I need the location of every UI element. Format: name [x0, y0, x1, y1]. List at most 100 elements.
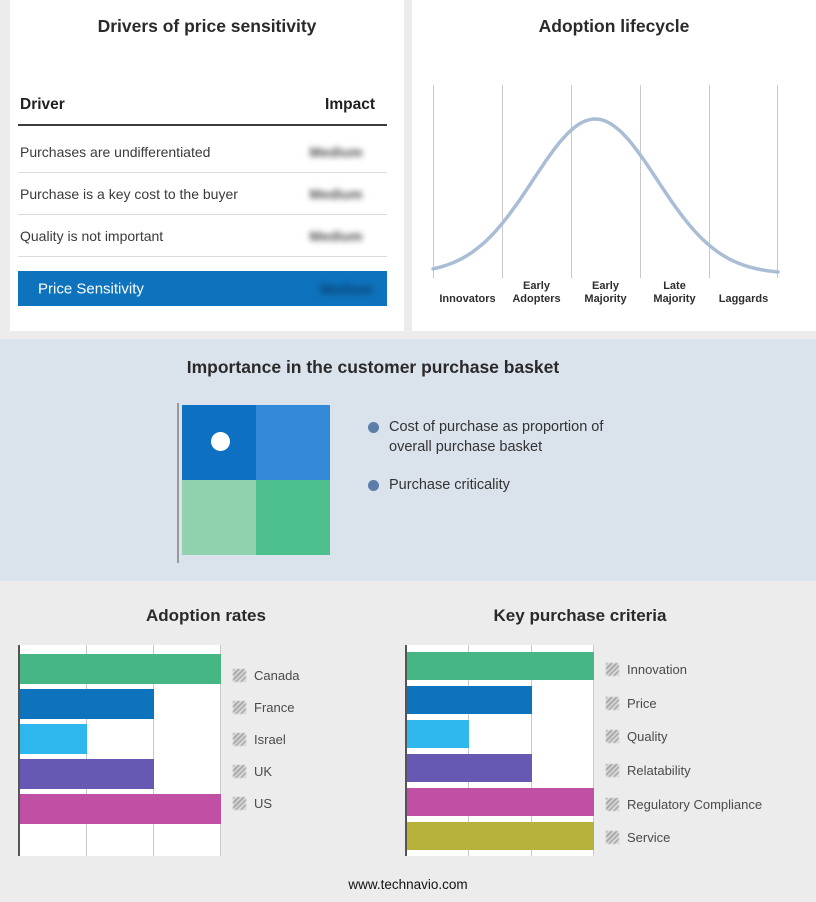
legend-label: Canada	[254, 667, 300, 683]
bar-regulatory-compliance	[407, 788, 594, 816]
basket-title: Importance in the customer purchase bask…	[186, 357, 560, 377]
lifecycle-gridline	[640, 85, 641, 278]
quadrant-cell-top-right	[256, 405, 330, 480]
lifecycle-category-labels: Innovators Early Adopters Early Majority La…	[433, 276, 778, 306]
lifecycle-category-label: Early Adopters	[512, 280, 561, 305]
driver-row: Quality is not important Medium	[18, 215, 387, 257]
bell-curve	[431, 117, 780, 274]
bar-canada	[20, 654, 221, 684]
legend-marker-icon	[233, 700, 246, 714]
driver-rows: Purchases are undifferentiated Medium Purc…	[18, 131, 387, 257]
bullet-dot-icon	[368, 422, 379, 433]
footer-url: www.technavio.com	[348, 877, 468, 892]
legend-marker-icon	[233, 764, 246, 778]
basket-bullet-list: Cost of purchase as proportion of overal…	[368, 417, 641, 513]
quadrant-axis-line	[177, 403, 179, 563]
lifecycle-title: Adoption lifecycle	[538, 16, 690, 36]
gridline	[593, 645, 594, 856]
bullet-item: Purchase criticality	[368, 475, 641, 495]
lifecycle-gridline	[571, 85, 572, 278]
legend-marker-icon	[606, 831, 619, 845]
lifecycle-category-label: Early Majority	[584, 280, 627, 305]
gridline	[531, 645, 532, 856]
legend-marker-icon	[606, 797, 619, 811]
table-header-row: Driver Impact	[18, 96, 387, 120]
adoption-rates-legend: Canada France Israel UK US	[233, 659, 300, 819]
legend-item: France	[233, 691, 300, 723]
legend-label: US	[254, 795, 273, 811]
bullet-item: Cost of purchase as proportion of overal…	[368, 417, 641, 457]
bullet-text: Cost of purchase as proportion of overal…	[389, 419, 604, 455]
bar-uk	[20, 759, 154, 789]
legend-label: UK	[254, 763, 273, 779]
legend-marker-icon	[233, 668, 246, 682]
lifecycle-category-label: Innovators	[439, 293, 496, 305]
lifecycle-category-label: Laggards	[718, 293, 769, 305]
adoption-rates-title: Adoption rates	[146, 606, 266, 625]
bar-price	[407, 686, 532, 714]
impact-value-blurred: Medium	[309, 185, 363, 202]
bar-service	[407, 822, 594, 850]
col-header-driver: Driver	[20, 96, 65, 113]
legend-item: UK	[233, 755, 300, 787]
lifecycle-gridline	[777, 85, 778, 278]
lifecycle-panel: Adoption lifecycle Innovators Early Adopt…	[412, 0, 816, 331]
price-sensitivity-impact-blurred: Medium	[320, 280, 373, 297]
driver-text: Quality is not important	[20, 227, 164, 244]
key-purchase-criteria-title: Key purchase criteria	[493, 606, 667, 625]
legend-label: Price	[627, 695, 657, 711]
legend-label: Relatability	[627, 763, 691, 779]
legend-item: US	[233, 787, 300, 819]
lifecycle-gridline	[709, 85, 710, 278]
legend-item: Price	[606, 687, 762, 721]
legend-label: Regulatory Compliance	[627, 796, 763, 812]
price-sensitivity-bar: Price Sensitivity Medium	[18, 271, 387, 306]
quadrant-cell-bottom-left	[182, 480, 256, 555]
bullet-text: Purchase criticality	[389, 477, 510, 493]
drivers-panel: Drivers of price sensitivity Driver Impa…	[10, 0, 404, 331]
legend-marker-icon	[233, 796, 246, 810]
legend-marker-icon	[233, 732, 246, 746]
bottom-charts-section: Adoption rates Canada France Israel UK US Ke…	[0, 581, 816, 902]
legend-marker-icon	[606, 663, 619, 677]
bar-us	[20, 794, 221, 824]
drivers-title: Drivers of price sensitivity	[97, 16, 317, 36]
impact-value-blurred: Medium	[309, 227, 363, 244]
bar-innovation	[407, 652, 594, 680]
legend-item: Israel	[233, 723, 300, 755]
bullet-dot-icon	[368, 480, 379, 491]
legend-label: France	[254, 699, 295, 715]
impact-value-blurred: Medium	[309, 143, 363, 160]
legend-label: Service	[627, 830, 671, 846]
legend-item: Relatability	[606, 754, 762, 788]
bell-curve-path	[431, 117, 780, 274]
legend-item: Quality	[606, 720, 762, 754]
bar-france	[20, 689, 154, 719]
driver-text: Purchases are undifferentiated	[20, 143, 211, 160]
legend-item: Regulatory Compliance	[606, 787, 762, 821]
legend-marker-icon	[606, 696, 619, 710]
quadrant-cell-bottom-right	[256, 480, 330, 555]
lifecycle-plot	[431, 85, 780, 278]
gridline	[153, 645, 154, 856]
legend-item: Innovation	[606, 653, 762, 687]
driver-text: Purchase is a key cost to the buyer	[20, 185, 238, 202]
legend-marker-icon	[606, 764, 619, 778]
legend-label: Quality	[627, 729, 668, 745]
quadrant-cell-top-left	[182, 405, 256, 480]
legend-item: Canada	[233, 659, 300, 691]
position-dot-icon	[211, 432, 230, 451]
key-purchase-criteria-legend: Innovation Price Quality Relatability Regula…	[606, 653, 762, 855]
purchase-basket-section: Importance in the customer purchase bask…	[0, 339, 816, 581]
gridline	[220, 645, 221, 856]
driver-row: Purchase is a key cost to the buyer Mediu…	[18, 173, 387, 215]
header-rule	[18, 124, 387, 126]
bar-relatability	[407, 754, 532, 782]
adoption-rates-plot	[18, 645, 221, 856]
driver-row: Purchases are undifferentiated Medium	[18, 131, 387, 173]
legend-item: Service	[606, 821, 762, 855]
bar-israel	[20, 724, 87, 754]
legend-label: Innovation	[627, 662, 687, 678]
lifecycle-category-label: Late Majority	[653, 280, 696, 305]
